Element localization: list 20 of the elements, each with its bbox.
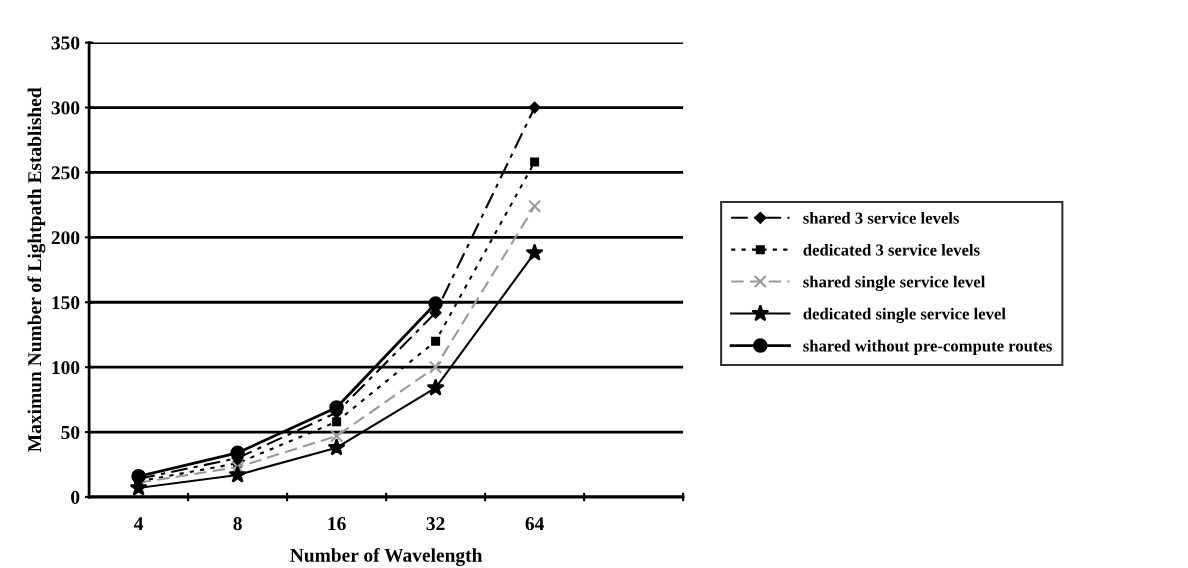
x-tick-label: 64 — [525, 517, 544, 531]
y-tick-label: 100 — [52, 360, 80, 375]
legend-label: dedicated 3 service levels — [803, 243, 980, 256]
y-tick-label: 200 — [51, 231, 80, 245]
legend-label: shared 3 service levels — [803, 212, 959, 224]
x-tick-label: 32 — [426, 517, 445, 531]
y-tick-label: 300 — [51, 101, 80, 115]
x-tick-label: 4 — [134, 517, 144, 530]
y-tick-label: 50 — [61, 425, 80, 440]
y-tick-label: 0 — [71, 490, 80, 504]
x-axis-title: Number of Wavelength — [290, 547, 483, 566]
x-tick-label: 8 — [233, 517, 242, 531]
y-tick-label: 250 — [51, 166, 80, 180]
y-tick-label: 150 — [52, 296, 80, 310]
legend-label: shared single service level — [803, 275, 986, 292]
legend-label: shared without pre-compute routes — [803, 339, 1052, 355]
x-tick-label: 16 — [328, 517, 346, 531]
legend-label: dedicated single service level — [803, 307, 1006, 324]
y-tick-label: 350 — [51, 36, 80, 50]
y-axis-title: Maximun Number of Lightpath Established — [27, 87, 46, 452]
